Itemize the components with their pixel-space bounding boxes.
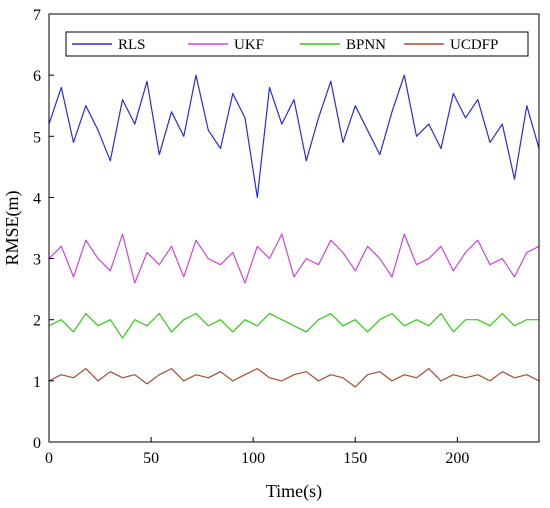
ticks-layer: 0 50 100 150 200 0 1 2 3 4 5 6 7 — [33, 7, 469, 467]
y-tick-label: 3 — [33, 252, 41, 269]
series-line-rls — [48, 74, 540, 198]
x-tick-label: 0 — [45, 450, 53, 467]
legend-label-bpnn: BPNN — [346, 37, 386, 53]
y-tick-label: 6 — [33, 68, 41, 85]
y-tick-label: 2 — [33, 313, 41, 330]
y-tick-label: 5 — [33, 129, 41, 146]
y-tick-label: 1 — [33, 374, 41, 391]
x-axis-title: Time(s) — [266, 481, 322, 502]
x-tick-label: 200 — [445, 450, 469, 467]
series-layer — [48, 74, 540, 388]
legend-label-ukf: UKF — [234, 37, 264, 53]
y-tick-label: 4 — [33, 190, 41, 207]
legend-label-rls: RLS — [118, 37, 146, 53]
legend-box — [65, 31, 529, 57]
series-line-bpnn — [48, 313, 539, 339]
plot-frame — [48, 13, 540, 443]
legend: RLS UKF BPNN UCDFP — [65, 31, 529, 57]
series-line-ukf — [48, 233, 540, 284]
series-line-ucdfp — [48, 368, 540, 388]
plot-background — [49, 14, 539, 442]
legend-label-ucdfp: UCDFP — [450, 37, 498, 53]
y-axis-title: RMSE(m) — [2, 190, 23, 265]
y-tick-label: 0 — [33, 435, 41, 452]
x-tick-label: 150 — [343, 450, 367, 467]
y-tick-label: 7 — [33, 7, 41, 24]
x-tick-label: 50 — [143, 450, 159, 467]
x-tick-label: 100 — [241, 450, 265, 467]
